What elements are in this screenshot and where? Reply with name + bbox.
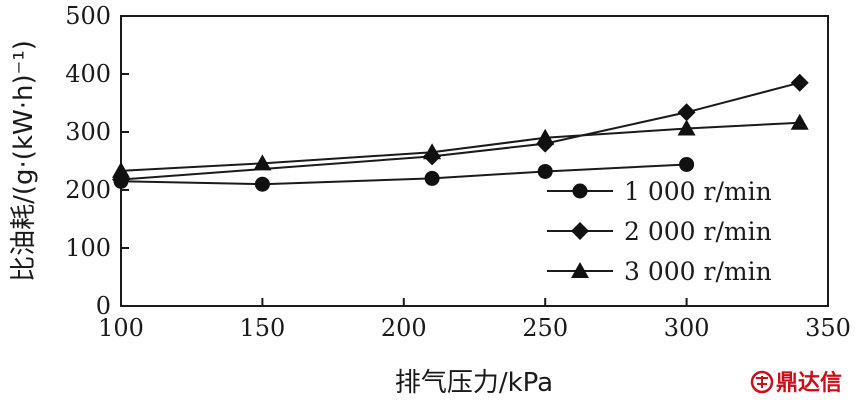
series-line-circle — [120, 163, 687, 186]
data-point-circle — [254, 176, 270, 192]
data-point-diamond — [677, 103, 696, 122]
y-axis-label: 比油耗/(g·(kW·h)⁻¹) — [9, 40, 39, 282]
x-tick-label: 100 — [98, 314, 144, 342]
data-point-circle — [679, 156, 695, 172]
x-tick-label: 150 — [239, 314, 285, 342]
x-axis-label: 排气压力/kPa — [395, 368, 553, 398]
legend-marker-triangle — [571, 262, 589, 278]
plot-frame — [120, 15, 829, 307]
x-tick-label: 200 — [381, 314, 427, 342]
legend-marker-diamond — [571, 222, 589, 240]
x-tick-label: 300 — [664, 314, 710, 342]
y-tick-label: 100 — [65, 234, 111, 262]
x-tick-label: 250 — [522, 314, 568, 342]
data-point-triangle — [677, 119, 696, 136]
data-point-triangle — [112, 161, 130, 178]
y-tick-label: 500 — [65, 2, 111, 30]
y-tick-label: 400 — [65, 60, 111, 88]
data-point-triangle — [423, 143, 442, 160]
series-line-triangle — [120, 121, 800, 172]
y-tick-label: 300 — [65, 118, 111, 146]
data-point-triangle — [253, 154, 272, 171]
data-point-diamond — [790, 73, 809, 92]
y-tick-label: 200 — [65, 176, 111, 204]
data-point-triangle — [536, 128, 555, 145]
series-markers — [112, 73, 809, 192]
legend-label: 2 000 r/min — [624, 217, 772, 246]
x-tick-label: 350 — [805, 314, 851, 342]
watermark-text: 鼎达信 — [776, 370, 842, 396]
legend-marker-circle — [572, 183, 588, 199]
data-point-triangle — [790, 113, 809, 130]
data-point-circle — [537, 163, 553, 179]
watermark-logo-icon — [750, 370, 774, 394]
legend: 1 000 r/min 2 000 r/min 3 000 r/min — [547, 177, 772, 286]
series-lines — [120, 81, 800, 186]
legend-label: 3 000 r/min — [624, 257, 772, 286]
y-tick-label: 0 — [96, 292, 111, 320]
data-point-circle — [424, 170, 440, 186]
watermark: 鼎达信 — [750, 370, 842, 396]
legend-label: 1 000 r/min — [624, 177, 772, 206]
